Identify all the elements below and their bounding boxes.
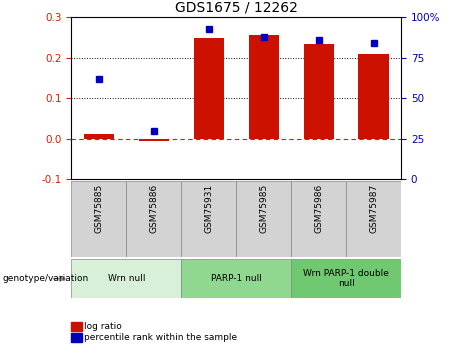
Text: Wrn null: Wrn null bbox=[107, 274, 145, 283]
Bar bbox=[291, 259, 401, 298]
Title: GDS1675 / 12262: GDS1675 / 12262 bbox=[175, 1, 298, 15]
Text: GSM75931: GSM75931 bbox=[204, 184, 213, 234]
Text: Wrn PARP-1 double
null: Wrn PARP-1 double null bbox=[303, 269, 389, 288]
Text: log ratio: log ratio bbox=[84, 322, 122, 331]
Text: genotype/variation: genotype/variation bbox=[2, 274, 89, 283]
Bar bbox=[346, 181, 401, 257]
Bar bbox=[71, 181, 126, 257]
Bar bbox=[181, 259, 291, 298]
Bar bbox=[194, 38, 224, 139]
Bar bbox=[236, 181, 291, 257]
Text: PARP-1 null: PARP-1 null bbox=[211, 274, 262, 283]
Text: GSM75986: GSM75986 bbox=[314, 184, 323, 234]
Bar bbox=[303, 43, 334, 139]
Text: percentile rank within the sample: percentile rank within the sample bbox=[84, 333, 237, 342]
Text: GSM75987: GSM75987 bbox=[369, 184, 378, 234]
Text: GSM75885: GSM75885 bbox=[95, 184, 103, 234]
Text: GSM75985: GSM75985 bbox=[259, 184, 268, 234]
Bar bbox=[126, 181, 181, 257]
Bar bbox=[359, 54, 389, 139]
Bar bbox=[181, 181, 236, 257]
Bar bbox=[291, 181, 346, 257]
Bar bbox=[139, 139, 169, 141]
Text: GSM75886: GSM75886 bbox=[149, 184, 159, 234]
Bar bbox=[248, 36, 279, 139]
Bar bbox=[84, 134, 114, 139]
Bar bbox=[71, 259, 181, 298]
